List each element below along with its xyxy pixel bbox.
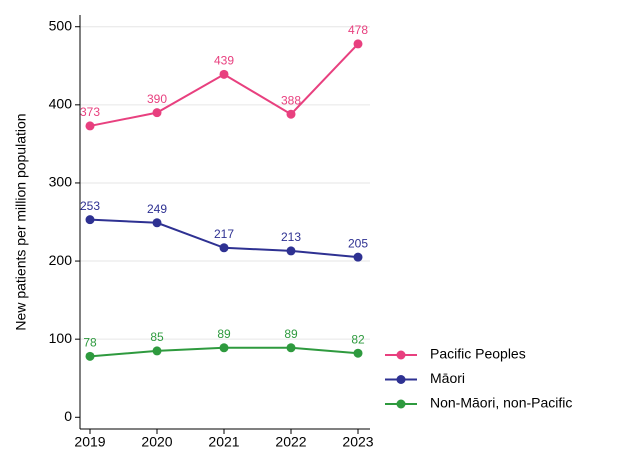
data-label: 89	[284, 327, 298, 341]
data-label: 390	[147, 92, 167, 106]
legend-label: Pacific Peoples	[430, 346, 526, 362]
y-tick-label: 0	[64, 408, 72, 424]
data-label: 439	[214, 54, 234, 68]
data-point	[286, 246, 296, 256]
data-label: 217	[214, 227, 234, 241]
data-label: 82	[351, 332, 365, 346]
data-label: 78	[83, 336, 97, 350]
data-label: 85	[150, 330, 164, 344]
data-point	[152, 346, 162, 356]
data-label: 89	[217, 327, 231, 341]
y-axis-title: New patients per million population	[13, 113, 29, 330]
data-point	[85, 121, 95, 131]
data-point	[152, 218, 162, 228]
y-tick-label: 100	[49, 330, 73, 346]
data-label: 205	[348, 236, 368, 250]
data-point	[152, 108, 162, 118]
data-point	[286, 343, 296, 353]
x-tick-label: 2023	[342, 434, 373, 450]
data-label: 253	[80, 199, 100, 213]
legend-marker	[396, 350, 406, 360]
y-tick-label: 500	[49, 17, 73, 33]
data-point	[353, 252, 363, 262]
data-point	[353, 348, 363, 358]
data-point	[286, 109, 296, 119]
data-label: 213	[281, 230, 301, 244]
data-point	[219, 343, 229, 353]
data-point	[353, 39, 363, 49]
data-label: 249	[147, 202, 167, 216]
y-tick-label: 400	[49, 96, 73, 112]
legend-label: Māori	[430, 370, 465, 386]
legend-marker	[396, 399, 406, 409]
x-tick-label: 2022	[275, 434, 306, 450]
data-label: 373	[80, 105, 100, 119]
data-point	[219, 69, 229, 79]
data-label: 478	[348, 23, 368, 37]
data-label: 388	[281, 93, 301, 107]
data-point	[85, 351, 95, 361]
x-tick-label: 2020	[141, 434, 172, 450]
data-point	[85, 215, 95, 225]
legend-marker	[396, 375, 406, 384]
y-tick-label: 300	[49, 174, 73, 190]
x-tick-label: 2021	[208, 434, 239, 450]
y-tick-label: 200	[49, 252, 73, 268]
x-tick-label: 2019	[74, 434, 105, 450]
legend-label: Non-Māori, non-Pacific	[430, 395, 572, 411]
data-point	[219, 243, 229, 253]
